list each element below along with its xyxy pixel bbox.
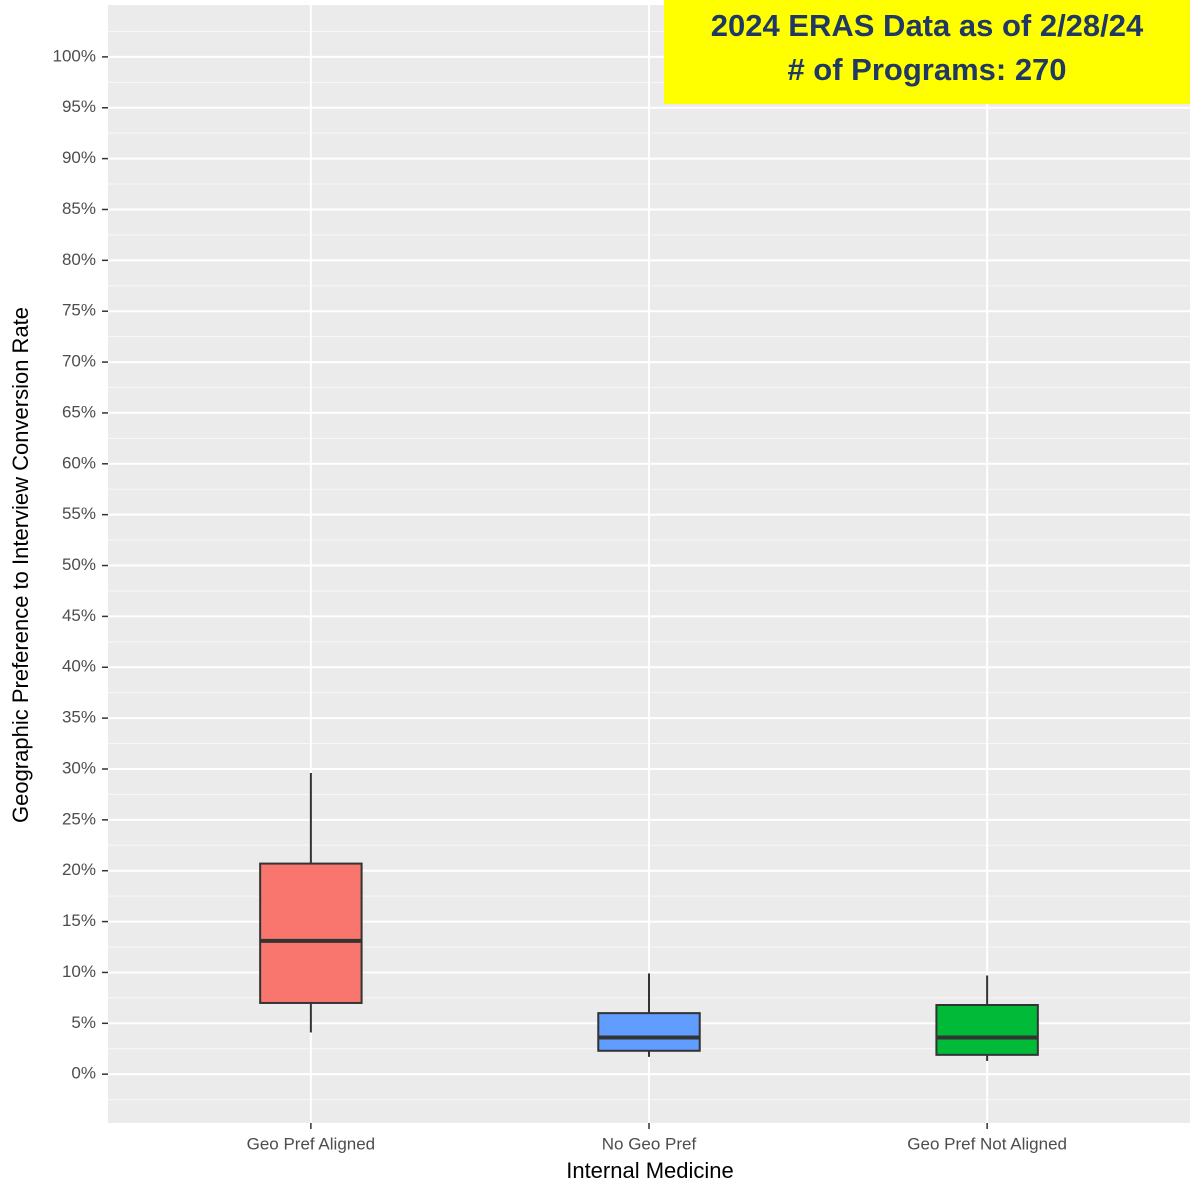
- y-tick-label: 55%: [62, 504, 96, 523]
- annotation: 2024 ERAS Data as of 2/28/24: [711, 8, 1144, 43]
- y-axis-title: Geographic Preference to Interview Conve…: [8, 307, 33, 823]
- y-tick-label: 5%: [71, 1013, 96, 1032]
- y-tick-label: 75%: [62, 301, 96, 320]
- y-tick-label: 25%: [62, 809, 96, 828]
- y-tick-label: 10%: [62, 962, 96, 981]
- x-tick-label: No Geo Pref: [602, 1134, 697, 1153]
- y-tick-label: 65%: [62, 402, 96, 421]
- y-tick-label: 35%: [62, 708, 96, 727]
- box: [597, 1012, 701, 1052]
- y-tick-label: 90%: [62, 148, 96, 167]
- y-tick-label: 20%: [62, 860, 96, 879]
- box: [935, 1003, 1039, 1056]
- box: [259, 862, 363, 1004]
- y-tick-label: 70%: [62, 352, 96, 371]
- y-tick-label: 30%: [62, 758, 96, 777]
- y-tick-label: 95%: [62, 97, 96, 116]
- y-tick-label: 60%: [62, 453, 96, 472]
- x-tick-label: Geo Pref Aligned: [247, 1134, 376, 1153]
- x-tick-label: Geo Pref Not Aligned: [907, 1134, 1067, 1153]
- y-tick-label: 40%: [62, 657, 96, 676]
- y-tick-label: 85%: [62, 199, 96, 218]
- annotation-box: [664, 0, 1190, 104]
- y-tick-label: 15%: [62, 911, 96, 930]
- y-tick-label: 80%: [62, 250, 96, 269]
- marks: [259, 773, 1039, 1061]
- x-axis-title: Internal Medicine: [566, 1158, 734, 1182]
- y-tick-label: 50%: [62, 555, 96, 574]
- annotation: # of Programs: 270: [787, 52, 1066, 87]
- y-tick-label: 0%: [71, 1064, 96, 1083]
- y-tick-label: 45%: [62, 606, 96, 625]
- y-tick-label: 100%: [53, 46, 96, 65]
